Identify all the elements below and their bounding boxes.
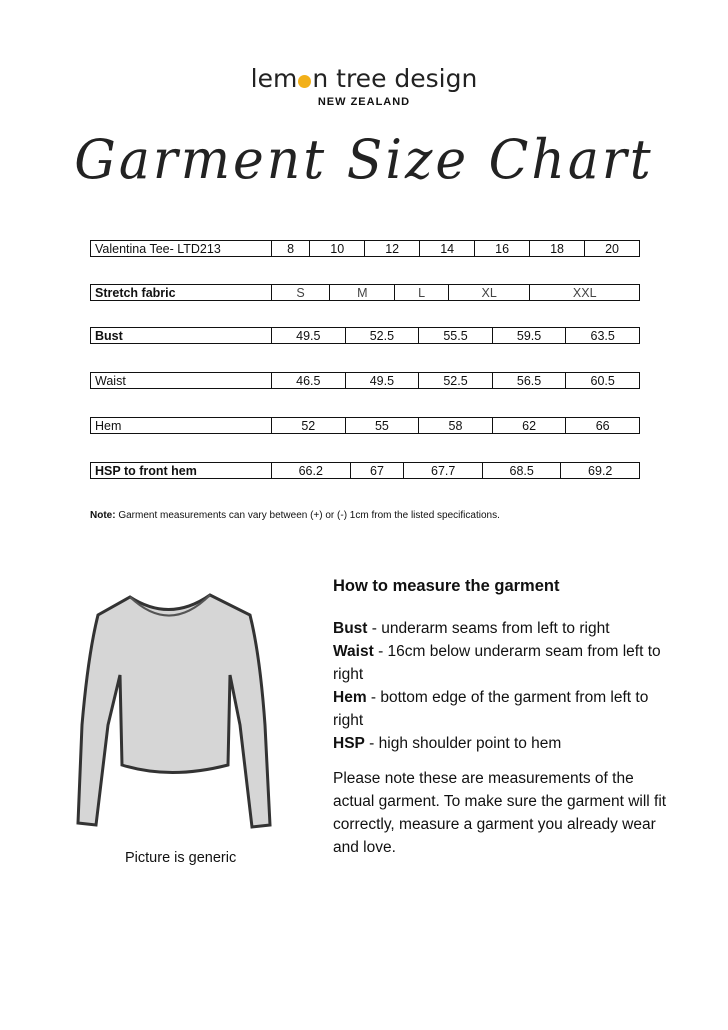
page-title: Garment Size Chart [74,128,654,192]
garment-illustration [76,593,272,829]
table-cell: 52 [271,417,346,434]
howto-paragraph: Please note these are measurements of th… [333,770,667,856]
table-cell: 46.5 [271,372,346,389]
note-text: Garment measurements can vary between (+… [115,510,500,521]
note: Note: Garment measurements can vary betw… [90,510,500,521]
table-cell: 52.5 [344,327,420,344]
table-cell: M [329,284,396,301]
table-cell: S [270,284,331,301]
table-cell: 14 [419,240,476,257]
table-cell: 16 [474,240,531,257]
howto-desc: - high shoulder point to hem [364,735,562,752]
table-cell: 59.5 [491,327,567,344]
table-cell: 55.5 [418,327,493,344]
how-to-measure: How to measure the garment Bust - undera… [333,575,673,871]
table-cell: 10 [309,240,366,257]
table-cell: XL [447,284,531,301]
measurement-table: Waist 46.5 49.5 52.5 56.5 60.5 [90,372,640,389]
table-cell: 67 [349,462,405,479]
fabric-size-table: Stretch fabric S M L XL XXL [90,284,640,301]
howto-desc: - underarm seams from left to right [367,620,610,637]
row-label: Hem [90,417,272,434]
table-row: Hem 52 55 58 62 66 [90,417,640,434]
row-label: Valentina Tee- LTD213 [90,240,272,257]
table-cell: 8 [270,240,311,257]
note-label: Note: [90,510,116,521]
table-row: Stretch fabric S M L XL XXL [90,284,640,301]
howto-term: Hem [333,689,367,706]
table-row: Waist 46.5 49.5 52.5 56.5 60.5 [90,372,640,389]
row-label: Bust [90,327,272,344]
row-label: Waist [90,372,272,389]
table-cell: 68.5 [481,462,562,479]
table-cell: 62 [491,417,567,434]
table-cell: 66 [565,417,640,434]
table-row: HSP to front hem 66.2 67 67.7 68.5 69.2 [90,462,640,479]
logo-text: lem [250,64,298,93]
table-cell: 49.5 [344,372,420,389]
table-cell: L [394,284,449,301]
howto-desc: - bottom edge of the garment from left t… [333,689,649,729]
table-cell: 52.5 [418,372,493,389]
howto-term: Waist [333,643,374,660]
howto-desc: - 16cm below underarm seam from left to … [333,643,661,683]
table-cell: 67.7 [403,462,483,479]
howto-term: Bust [333,620,368,637]
table-cell: 18 [529,240,586,257]
row-label: HSP to front hem [90,462,272,479]
table-cell: XXL [529,284,640,301]
table-cell: 66.2 [271,462,351,479]
size-header-table: Valentina Tee- LTD213 8 10 12 14 16 18 20 [90,240,640,257]
table-cell: 60.5 [565,372,640,389]
table-cell: 56.5 [491,372,567,389]
row-label: Stretch fabric [90,284,272,301]
logo: lem n tree design NEW ZEALAND [0,64,728,108]
table-cell: 55 [344,417,420,434]
measurement-table: Hem 52 55 58 62 66 [90,417,640,434]
logo-subtitle: NEW ZEALAND [317,96,411,108]
measurement-table: Bust 49.5 52.5 55.5 59.5 63.5 [90,327,640,344]
table-cell: 58 [418,417,493,434]
lemon-icon [298,75,312,88]
image-caption: Picture is generic [125,850,237,866]
table-cell: 20 [584,240,640,257]
table-row: Bust 49.5 52.5 55.5 59.5 63.5 [90,327,640,344]
table-cell: 12 [364,240,421,257]
table-cell: 63.5 [565,327,640,344]
table-row: Valentina Tee- LTD213 8 10 12 14 16 18 20 [90,240,640,257]
table-cell: 49.5 [271,327,346,344]
howto-term: HSP [333,735,365,752]
howto-heading: How to measure the garment [333,577,560,595]
logo-text: n tree design [312,64,478,93]
measurement-table: HSP to front hem 66.2 67 67.7 68.5 69.2 [90,462,640,479]
table-cell: 69.2 [560,462,640,479]
